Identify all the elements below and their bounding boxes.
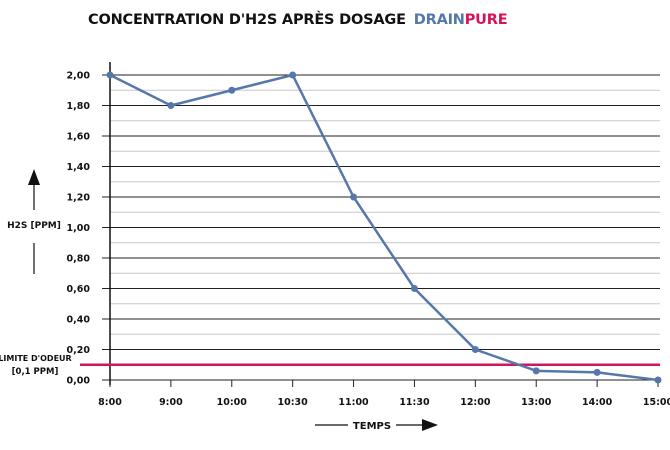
x-tick-label: 11:30 <box>399 397 430 408</box>
x-tick-label: 10:00 <box>217 397 248 408</box>
y-tick-label: 1,00 <box>67 223 91 234</box>
h2s-series-line <box>109 73 659 382</box>
x-axis-label: TEMPS <box>353 421 391 432</box>
x-tick-label: 8:00 <box>98 397 122 408</box>
grid-lines <box>102 74 660 381</box>
x-tick-label: 13:00 <box>521 397 552 408</box>
y-axis-label-group: H2S [PPM] <box>7 169 61 274</box>
y-tick-label: 0,20 <box>67 345 91 356</box>
y-tick-label: 2,00 <box>67 71 91 82</box>
y-tick-label: 0,80 <box>67 254 91 265</box>
y-tick-label: 1,80 <box>67 101 91 112</box>
x-axis-ticks: 8:00 9:00 10:00 10:30 11:00 11:30 12:00 13:00 14… <box>98 380 670 408</box>
y-tick-label: 0,40 <box>67 315 91 326</box>
y-tick-label: 1,40 <box>67 162 91 173</box>
data-point <box>228 86 236 94</box>
x-tick-label: 9:00 <box>159 397 183 408</box>
limit-label-line1: LIMITE D'ODEUR <box>0 354 72 363</box>
x-tick-label: 11:00 <box>338 397 369 408</box>
y-tick-label: 0,00 <box>67 376 91 387</box>
brand-drain: DRAIN <box>413 12 465 28</box>
y-tick-label: 0,60 <box>67 284 91 295</box>
data-point <box>167 102 175 109</box>
data-point <box>593 368 601 376</box>
y-tick-label: 1,60 <box>67 132 91 143</box>
arrow-right-icon <box>422 419 438 431</box>
data-point <box>471 346 479 353</box>
y-axis-ticks: 0,00 0,20 0,40 0,60 0,80 1,00 1,20 1,40 1,60 1,80… <box>67 71 91 387</box>
data-point <box>654 376 662 384</box>
data-point <box>106 71 114 79</box>
data-point <box>410 285 418 292</box>
x-axis-label-group: TEMPS <box>315 419 438 432</box>
x-tick-label: 15:00 <box>643 397 670 408</box>
arrow-up-icon <box>28 169 40 185</box>
data-points <box>106 71 662 384</box>
y-axis-label: H2S [PPM] <box>7 221 61 231</box>
brand-pure: PURE <box>464 12 508 28</box>
chart-title: CONCENTRATION D'H2S APRÈS DOSAGE DRAINPUR… <box>88 12 508 28</box>
y-tick-label: 1,20 <box>67 193 91 204</box>
x-tick-label: 12:00 <box>460 397 491 408</box>
x-tick-label: 14:00 <box>582 397 613 408</box>
data-point <box>350 193 358 201</box>
data-point <box>289 71 297 79</box>
limit-label-line2: [0,1 PPM] <box>12 367 59 377</box>
data-point <box>532 367 540 375</box>
x-tick-label: 10:30 <box>278 397 309 408</box>
title-text: CONCENTRATION D'H2S APRÈS DOSAGE <box>88 12 406 28</box>
